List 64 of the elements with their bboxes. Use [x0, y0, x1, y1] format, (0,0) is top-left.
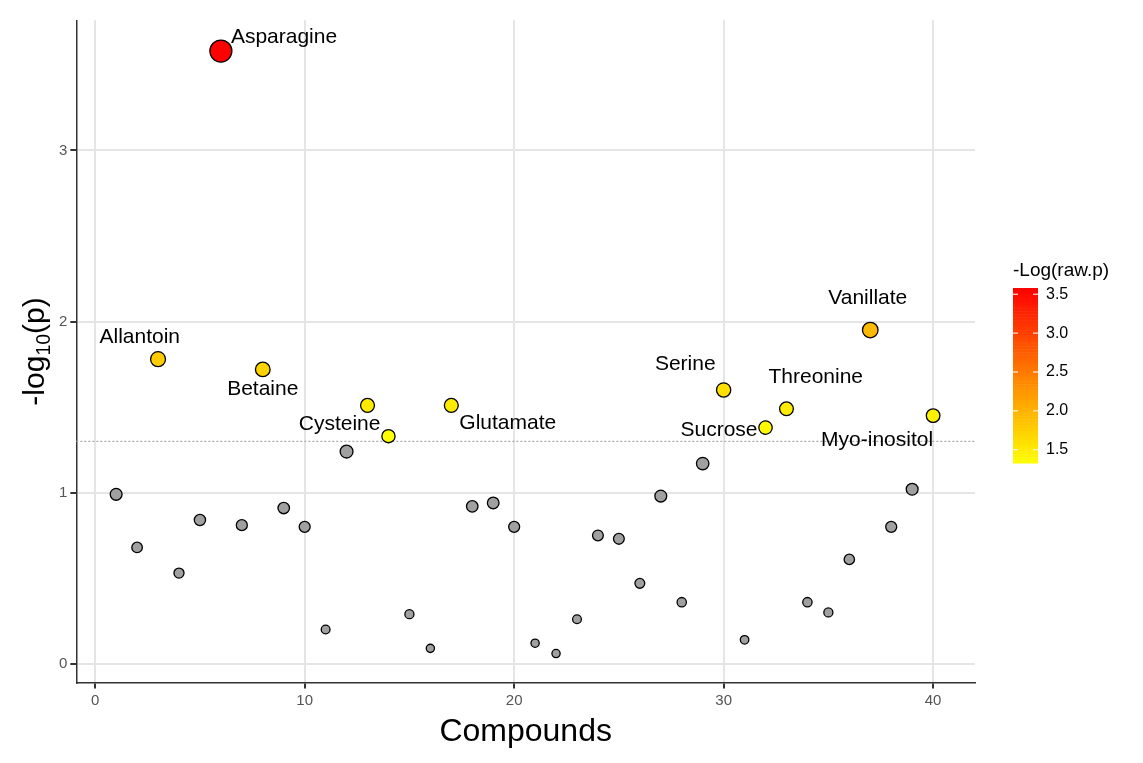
point: [443, 397, 459, 413]
annotation: Asparagine: [230, 24, 338, 48]
point: [591, 529, 604, 542]
annotation: Allantoin: [99, 324, 181, 348]
color-bar-title: -Log(raw.p): [1013, 259, 1110, 280]
x-tick-label: 40: [924, 690, 942, 708]
point: [778, 401, 794, 417]
point: [339, 444, 354, 459]
y-tick-label: 0: [59, 653, 68, 671]
x-tick-label: 0: [91, 690, 100, 708]
point: [925, 408, 941, 424]
y-axis-title: -log10(p): [17, 297, 55, 406]
point: [802, 596, 813, 608]
point: [843, 553, 856, 566]
point: [359, 397, 376, 413]
point: [634, 577, 646, 589]
y-tick-label: 1: [59, 482, 68, 500]
point: [508, 520, 521, 534]
point: [739, 634, 750, 645]
annotation: Threonine: [768, 363, 864, 387]
color-bar-label: 3.5: [1046, 284, 1069, 302]
x-tick-label: 20: [505, 690, 523, 708]
x-axis-title: Compounds: [439, 711, 612, 748]
point: [404, 608, 415, 620]
annotation: Betaine: [227, 376, 299, 400]
point: [885, 520, 898, 534]
y-tick-label: 3: [59, 140, 68, 158]
point: [381, 428, 396, 444]
point: [131, 541, 144, 554]
point: [277, 501, 291, 515]
annotation: Cysteine: [298, 411, 381, 435]
point: [695, 456, 710, 471]
point: [425, 643, 436, 654]
point: [298, 520, 311, 534]
annotation: Myo-inositol: [821, 426, 934, 450]
point: [861, 321, 879, 339]
point: [465, 499, 479, 513]
annotation: Vanillate: [828, 285, 908, 309]
point: [715, 382, 732, 398]
point: [823, 607, 834, 618]
point: [193, 513, 207, 527]
point: [654, 489, 668, 503]
point: [235, 519, 248, 532]
point: [905, 482, 919, 496]
point: [571, 614, 583, 625]
point: [612, 532, 625, 545]
annotation: Sucrose: [680, 416, 758, 440]
color-bar-label: 1.5: [1046, 440, 1069, 458]
annotation: Serine: [654, 350, 716, 374]
color-bar-label: 3.0: [1046, 323, 1069, 341]
y-tick-label: 2: [59, 311, 68, 329]
color-bar-label: 2.5: [1046, 362, 1069, 380]
point: [109, 487, 123, 501]
annotation: Glutamate: [459, 410, 557, 434]
point: [173, 567, 185, 579]
point: [486, 496, 500, 510]
point: [676, 596, 688, 608]
point: [320, 624, 331, 635]
point: [254, 361, 271, 378]
x-tick-label: 30: [715, 690, 732, 708]
color-bar-label: 2.0: [1046, 401, 1069, 419]
x-tick-label: 10: [296, 690, 314, 708]
point: [149, 351, 167, 368]
point: [758, 420, 773, 435]
